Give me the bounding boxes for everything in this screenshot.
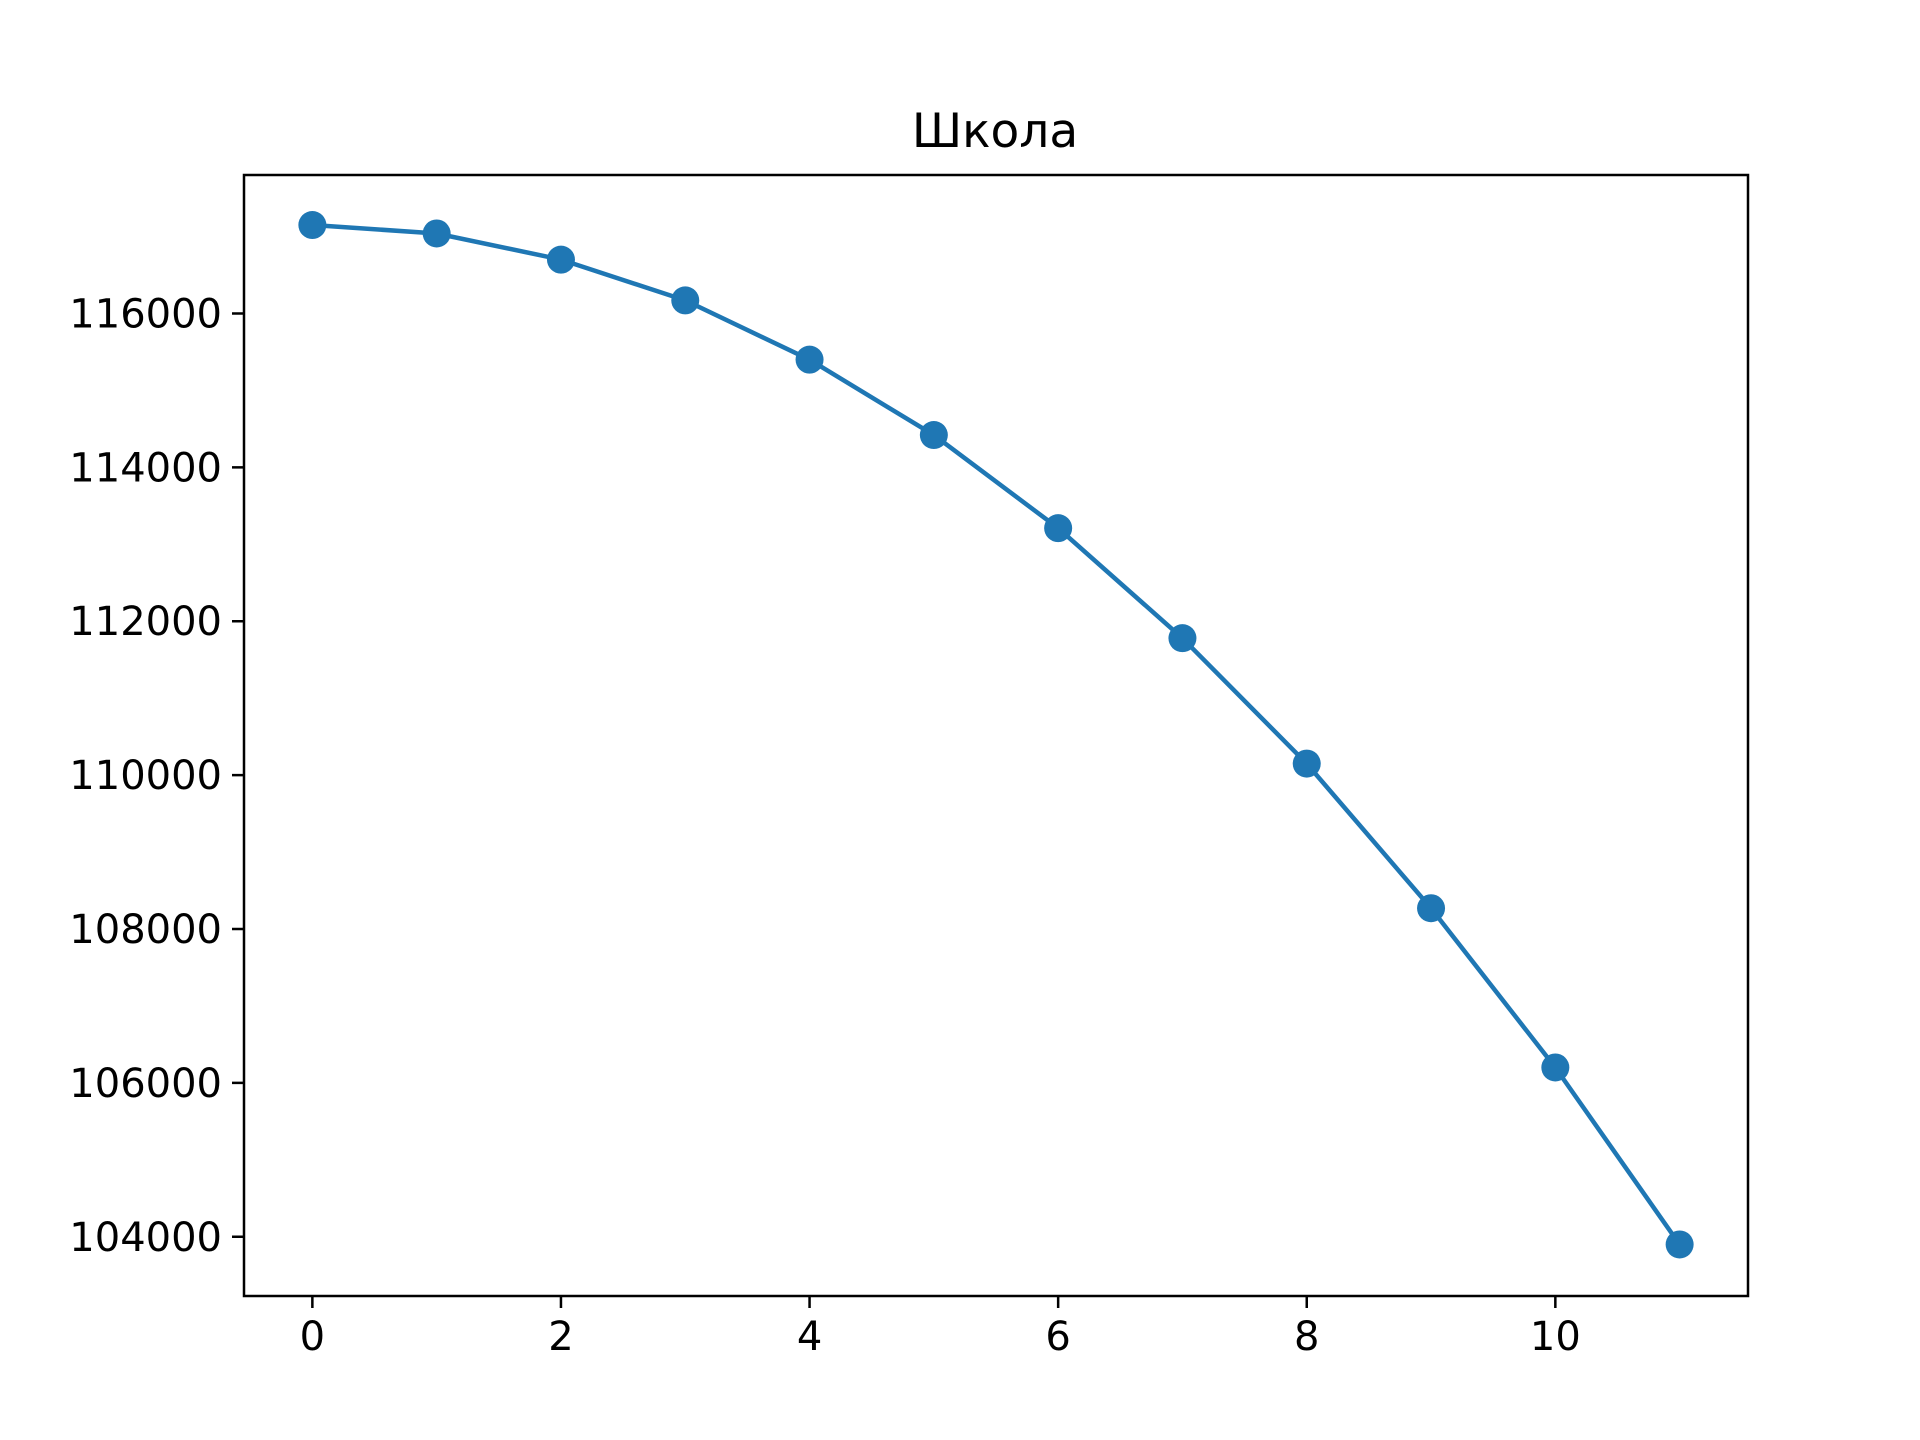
data-point <box>919 421 948 450</box>
series-line <box>312 222 1682 1246</box>
x-tick-label: 2 <box>548 1314 573 1360</box>
data-point <box>546 245 575 274</box>
y-tick-label: 108000 <box>69 907 222 953</box>
data-point <box>671 286 700 315</box>
y-tick-label: 106000 <box>69 1061 222 1107</box>
data-point <box>795 345 824 374</box>
data-point <box>298 211 327 240</box>
data-point <box>1168 624 1197 653</box>
x-tick-label: 6 <box>1045 1314 1070 1360</box>
data-point <box>1417 894 1446 923</box>
y-tick-label: 110000 <box>69 753 222 799</box>
data-point <box>1292 749 1321 778</box>
x-tick-label: 10 <box>1530 1314 1581 1360</box>
data-point <box>1541 1053 1570 1082</box>
y-tick-label: 112000 <box>69 599 222 645</box>
plot-frame <box>242 173 1750 1298</box>
x-tick-label: 4 <box>797 1314 822 1360</box>
series-group <box>298 211 1694 1259</box>
x-tick-label: 0 <box>300 1314 325 1360</box>
data-point <box>422 219 451 248</box>
y-axis: 104000 106000 108000 110000 112000 114000 1160… <box>69 291 244 1261</box>
x-tick-label: 8 <box>1294 1314 1319 1360</box>
y-tick-label: 114000 <box>69 445 222 491</box>
data-point <box>1044 514 1073 543</box>
y-tick-label: 104000 <box>69 1215 222 1261</box>
x-axis: 0 2 4 6 8 10 <box>300 1296 1581 1360</box>
chart-title: Школа <box>912 104 1078 159</box>
data-point <box>1665 1230 1694 1259</box>
y-tick-label: 116000 <box>69 291 222 337</box>
